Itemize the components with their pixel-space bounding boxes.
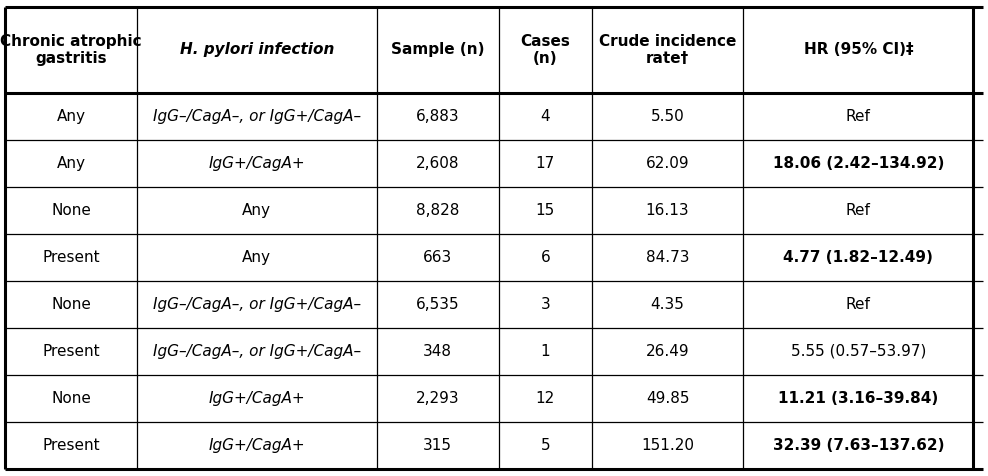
Text: 663: 663	[423, 250, 453, 265]
Text: IgG–/CagA–, or IgG+/CagA–: IgG–/CagA–, or IgG+/CagA–	[153, 297, 361, 312]
Text: Chronic atrophic
gastritis: Chronic atrophic gastritis	[0, 34, 141, 66]
Text: 6,883: 6,883	[416, 109, 459, 124]
Text: 17: 17	[535, 156, 555, 170]
Text: 6,535: 6,535	[416, 297, 459, 312]
Text: H. pylori infection: H. pylori infection	[180, 42, 334, 57]
Text: 1: 1	[540, 344, 550, 359]
Text: 5: 5	[540, 438, 550, 453]
Text: 348: 348	[423, 344, 453, 359]
Text: 62.09: 62.09	[646, 156, 690, 170]
Text: Any: Any	[242, 203, 272, 218]
Text: 4.77 (1.82–12.49): 4.77 (1.82–12.49)	[783, 250, 934, 265]
Text: 16.13: 16.13	[646, 203, 690, 218]
Text: 49.85: 49.85	[646, 391, 690, 406]
Text: 151.20: 151.20	[641, 438, 695, 453]
Text: IgG+/CagA+: IgG+/CagA+	[208, 391, 305, 406]
Text: 8,828: 8,828	[416, 203, 459, 218]
Text: IgG+/CagA+: IgG+/CagA+	[208, 156, 305, 170]
Text: 12: 12	[535, 391, 555, 406]
Text: 6: 6	[540, 250, 550, 265]
Text: HR (95% CI)‡: HR (95% CI)‡	[803, 42, 913, 57]
Text: IgG–/CagA–, or IgG+/CagA–: IgG–/CagA–, or IgG+/CagA–	[153, 109, 361, 124]
Text: 32.39 (7.63–137.62): 32.39 (7.63–137.62)	[773, 438, 945, 453]
Text: 5.50: 5.50	[651, 109, 685, 124]
Text: Sample (n): Sample (n)	[391, 42, 484, 57]
Text: Ref: Ref	[846, 297, 870, 312]
Text: 4.35: 4.35	[651, 297, 685, 312]
Text: Cases
(n): Cases (n)	[521, 34, 570, 66]
Text: Present: Present	[42, 344, 100, 359]
Text: 18.06 (2.42–134.92): 18.06 (2.42–134.92)	[773, 156, 945, 170]
Text: 15: 15	[535, 203, 555, 218]
Text: 2,293: 2,293	[416, 391, 459, 406]
Text: Crude incidence
rate†: Crude incidence rate†	[599, 34, 736, 66]
Text: IgG+/CagA+: IgG+/CagA+	[208, 438, 305, 453]
Text: 84.73: 84.73	[646, 250, 690, 265]
Text: Any: Any	[242, 250, 272, 265]
Text: 26.49: 26.49	[646, 344, 690, 359]
Text: 3: 3	[540, 297, 550, 312]
Text: 315: 315	[423, 438, 453, 453]
Text: IgG–/CagA–, or IgG+/CagA–: IgG–/CagA–, or IgG+/CagA–	[153, 344, 361, 359]
Text: None: None	[51, 203, 91, 218]
Text: Present: Present	[42, 250, 100, 265]
Text: Ref: Ref	[846, 109, 870, 124]
Text: 4: 4	[540, 109, 550, 124]
Text: 2,608: 2,608	[416, 156, 459, 170]
Text: Ref: Ref	[846, 203, 870, 218]
Text: None: None	[51, 391, 91, 406]
Text: Present: Present	[42, 438, 100, 453]
Text: Any: Any	[56, 109, 86, 124]
Text: Any: Any	[56, 156, 86, 170]
Text: 5.55 (0.57–53.97): 5.55 (0.57–53.97)	[790, 344, 926, 359]
Text: None: None	[51, 297, 91, 312]
Text: 11.21 (3.16–39.84): 11.21 (3.16–39.84)	[779, 391, 939, 406]
